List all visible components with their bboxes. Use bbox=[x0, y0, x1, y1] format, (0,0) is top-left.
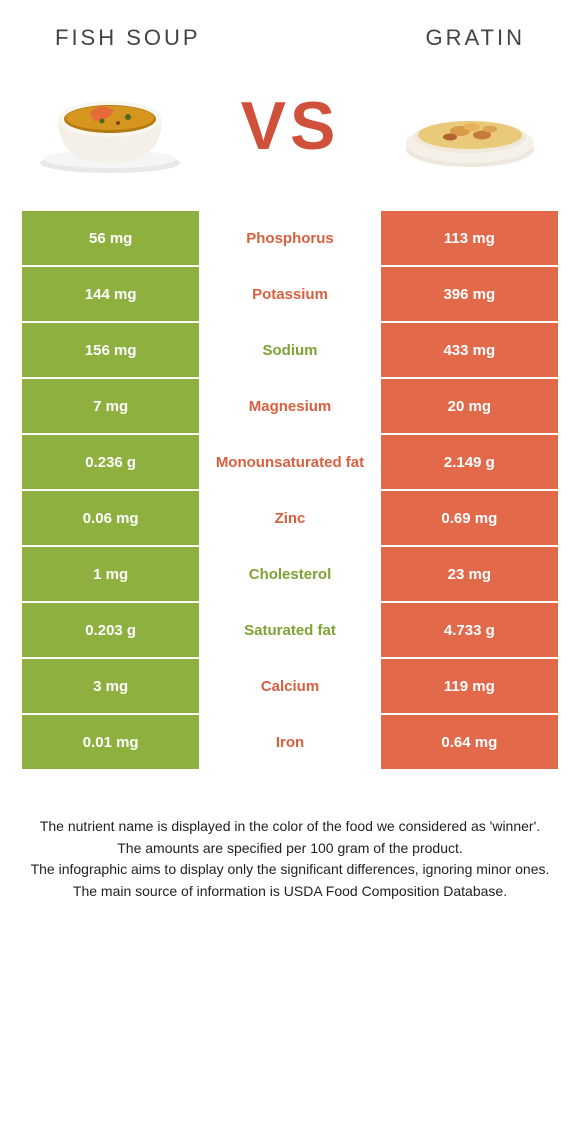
table-row: 1 mgCholesterol23 mg bbox=[22, 547, 558, 603]
left-value: 3 mg bbox=[22, 659, 201, 715]
nutrient-label: Saturated fat bbox=[201, 603, 380, 659]
nutrient-label: Calcium bbox=[201, 659, 380, 715]
right-value: 20 mg bbox=[381, 379, 558, 435]
nutrient-label: Cholesterol bbox=[201, 547, 380, 603]
footer-text: The nutrient name is displayed in the co… bbox=[0, 771, 580, 903]
nutrition-table: 56 mgPhosphorus113 mg144 mgPotassium396 … bbox=[22, 211, 558, 771]
nutrient-label: Iron bbox=[201, 715, 380, 771]
left-value: 7 mg bbox=[22, 379, 201, 435]
left-value: 56 mg bbox=[22, 211, 201, 267]
right-value: 2.149 g bbox=[381, 435, 558, 491]
footer-line: The main source of information is USDA F… bbox=[30, 881, 550, 903]
right-value: 433 mg bbox=[381, 323, 558, 379]
table-row: 156 mgSodium433 mg bbox=[22, 323, 558, 379]
table-row: 0.06 mgZinc0.69 mg bbox=[22, 491, 558, 547]
right-value: 4.733 g bbox=[381, 603, 558, 659]
gratin-image bbox=[390, 71, 550, 181]
table-row: 0.203 gSaturated fat4.733 g bbox=[22, 603, 558, 659]
right-value: 396 mg bbox=[381, 267, 558, 323]
left-value: 0.01 mg bbox=[22, 715, 201, 771]
footer-line: The infographic aims to display only the… bbox=[30, 859, 550, 881]
right-value: 23 mg bbox=[381, 547, 558, 603]
vs-label: VS bbox=[241, 87, 340, 165]
vs-row: VS bbox=[0, 61, 580, 211]
right-value: 0.64 mg bbox=[381, 715, 558, 771]
left-value: 1 mg bbox=[22, 547, 201, 603]
left-value: 0.203 g bbox=[22, 603, 201, 659]
left-value: 144 mg bbox=[22, 267, 201, 323]
left-value: 0.06 mg bbox=[22, 491, 201, 547]
table-row: 0.01 mgIron0.64 mg bbox=[22, 715, 558, 771]
nutrient-label: Monounsaturated fat bbox=[201, 435, 380, 491]
table-row: 3 mgCalcium119 mg bbox=[22, 659, 558, 715]
table-row: 0.236 gMonounsaturated fat2.149 g bbox=[22, 435, 558, 491]
fish-soup-image bbox=[30, 71, 190, 181]
nutrient-label: Phosphorus bbox=[201, 211, 380, 267]
left-value: 156 mg bbox=[22, 323, 201, 379]
nutrient-label: Zinc bbox=[201, 491, 380, 547]
header: FISH SOUP GRATIN bbox=[0, 0, 580, 61]
table-row: 56 mgPhosphorus113 mg bbox=[22, 211, 558, 267]
right-value: 119 mg bbox=[381, 659, 558, 715]
table-row: 144 mgPotassium396 mg bbox=[22, 267, 558, 323]
left-value: 0.236 g bbox=[22, 435, 201, 491]
title-left: FISH SOUP bbox=[55, 25, 201, 51]
table-row: 7 mgMagnesium20 mg bbox=[22, 379, 558, 435]
right-value: 113 mg bbox=[381, 211, 558, 267]
nutrient-label: Magnesium bbox=[201, 379, 380, 435]
footer-line: The nutrient name is displayed in the co… bbox=[30, 816, 550, 838]
right-value: 0.69 mg bbox=[381, 491, 558, 547]
title-right: GRATIN bbox=[426, 25, 525, 51]
nutrient-label: Potassium bbox=[201, 267, 380, 323]
nutrient-label: Sodium bbox=[201, 323, 380, 379]
footer-line: The amounts are specified per 100 gram o… bbox=[30, 838, 550, 860]
